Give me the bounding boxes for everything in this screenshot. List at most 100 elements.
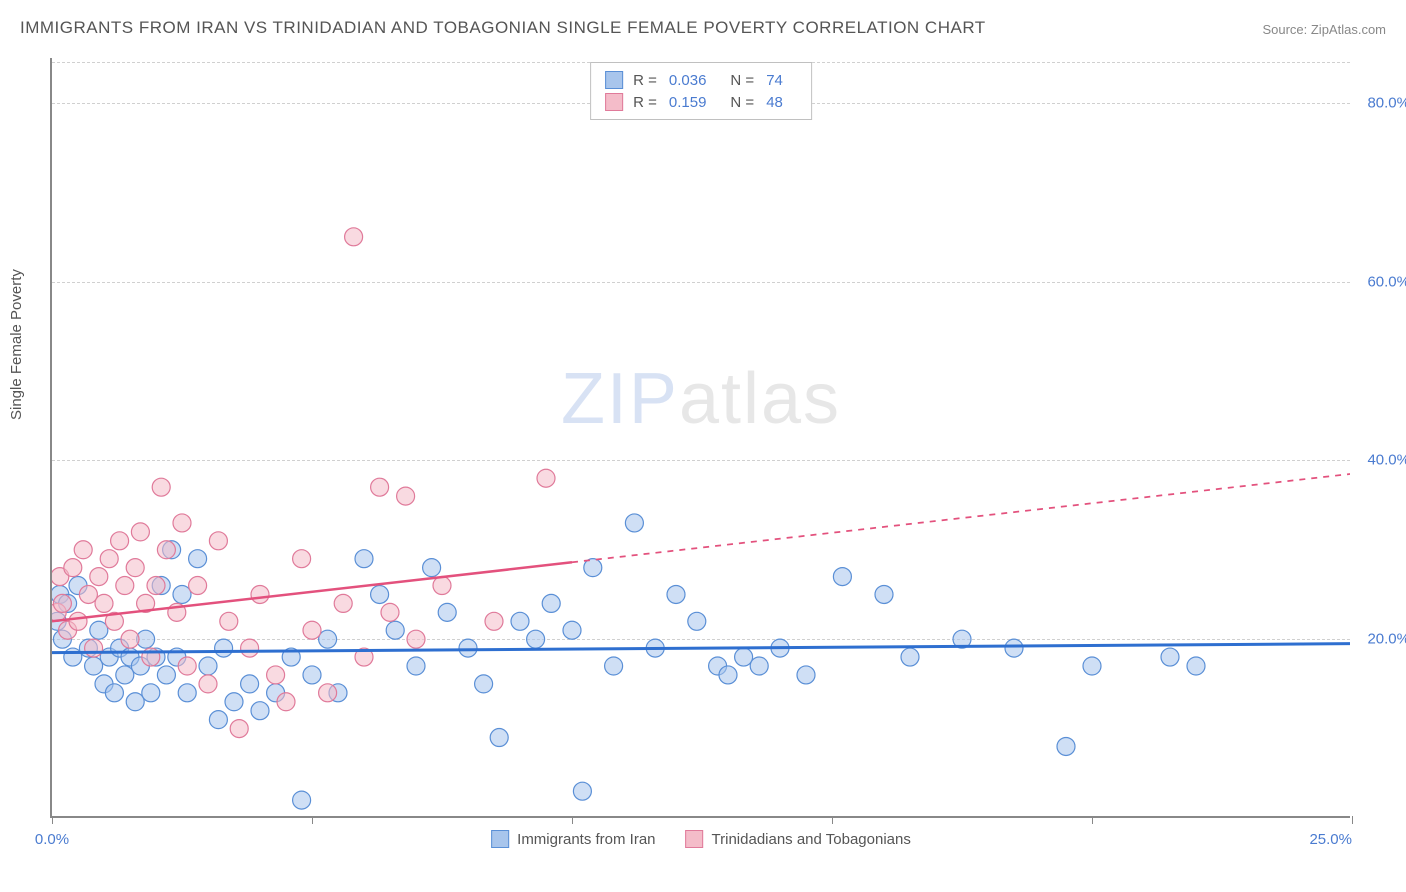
scatter-point (230, 720, 248, 738)
legend-bottom-item-0: Immigrants from Iran (491, 830, 655, 848)
scatter-point (293, 791, 311, 809)
legend-correlation-box: R = 0.036 N = 74 R = 0.159 N = 48 (590, 62, 812, 120)
scatter-point (225, 693, 243, 711)
legend-bottom: Immigrants from Iran Trinidadians and To… (491, 830, 911, 848)
scatter-point (95, 594, 113, 612)
scatter-point (53, 594, 71, 612)
legend-n-value-0: 74 (766, 72, 783, 89)
scatter-point (111, 532, 129, 550)
x-tick (1092, 816, 1093, 824)
legend-bottom-label-1: Trinidadians and Tobagonians (712, 831, 911, 848)
scatter-point (485, 612, 503, 630)
scatter-point (85, 657, 103, 675)
scatter-point (116, 577, 134, 595)
scatter-point (1005, 639, 1023, 657)
scatter-point (189, 550, 207, 568)
legend-row-1: R = 0.159 N = 48 (605, 91, 797, 113)
scatter-point (319, 684, 337, 702)
scatter-point (241, 675, 259, 693)
legend-bottom-swatch-1 (686, 830, 704, 848)
scatter-point (667, 585, 685, 603)
x-tick (832, 816, 833, 824)
scatter-point (303, 666, 321, 684)
legend-r-label-1: R = (633, 94, 657, 111)
y-tick-label: 80.0% (1367, 94, 1406, 111)
y-axis-label: Single Female Poverty (8, 269, 25, 420)
scatter-point (64, 559, 82, 577)
scatter-point (1187, 657, 1205, 675)
plot-svg (52, 58, 1350, 816)
scatter-point (157, 666, 175, 684)
scatter-point (90, 568, 108, 586)
scatter-point (537, 469, 555, 487)
legend-bottom-label-0: Immigrants from Iran (517, 831, 655, 848)
scatter-point (189, 577, 207, 595)
scatter-point (79, 585, 97, 603)
y-tick-label: 60.0% (1367, 273, 1406, 290)
scatter-point (241, 639, 259, 657)
x-tick-label: 25.0% (1309, 831, 1352, 848)
scatter-point (371, 585, 389, 603)
scatter-point (459, 639, 477, 657)
legend-r-value-0: 0.036 (669, 72, 707, 89)
scatter-point (1083, 657, 1101, 675)
scatter-point (490, 729, 508, 747)
x-tick (52, 816, 53, 824)
scatter-point (563, 621, 581, 639)
x-tick (312, 816, 313, 824)
trend-line-dashed (572, 474, 1350, 563)
scatter-point (178, 657, 196, 675)
scatter-point (371, 478, 389, 496)
legend-n-value-1: 48 (766, 94, 783, 111)
scatter-point (199, 657, 217, 675)
scatter-point (157, 541, 175, 559)
legend-bottom-swatch-0 (491, 830, 509, 848)
scatter-point (178, 684, 196, 702)
scatter-point (397, 487, 415, 505)
scatter-point (142, 684, 160, 702)
scatter-point (116, 666, 134, 684)
scatter-point (386, 621, 404, 639)
scatter-point (64, 648, 82, 666)
scatter-point (688, 612, 706, 630)
x-tick (572, 816, 573, 824)
scatter-point (511, 612, 529, 630)
legend-n-label-0: N = (730, 72, 754, 89)
legend-r-value-1: 0.159 (669, 94, 707, 111)
scatter-point (147, 577, 165, 595)
scatter-point (319, 630, 337, 648)
scatter-point (355, 550, 373, 568)
scatter-point (573, 782, 591, 800)
scatter-point (1057, 737, 1075, 755)
scatter-point (407, 657, 425, 675)
scatter-point (475, 675, 493, 693)
scatter-point (293, 550, 311, 568)
scatter-point (251, 585, 269, 603)
legend-row-0: R = 0.036 N = 74 (605, 69, 797, 91)
scatter-point (625, 514, 643, 532)
scatter-point (126, 559, 144, 577)
scatter-point (1161, 648, 1179, 666)
y-tick-label: 20.0% (1367, 631, 1406, 648)
scatter-point (797, 666, 815, 684)
scatter-point (277, 693, 295, 711)
scatter-point (527, 630, 545, 648)
scatter-point (735, 648, 753, 666)
scatter-point (152, 478, 170, 496)
x-tick (1352, 816, 1353, 824)
scatter-point (100, 550, 118, 568)
scatter-point (605, 657, 623, 675)
scatter-point (423, 559, 441, 577)
scatter-point (438, 603, 456, 621)
scatter-point (215, 639, 233, 657)
legend-bottom-item-1: Trinidadians and Tobagonians (686, 830, 911, 848)
scatter-point (121, 630, 139, 648)
plot-area: ZIPatlas 20.0%40.0%60.0%80.0% 0.0%25.0% … (50, 58, 1350, 818)
scatter-point (345, 228, 363, 246)
scatter-point (251, 702, 269, 720)
scatter-point (267, 666, 285, 684)
scatter-point (199, 675, 217, 693)
scatter-point (542, 594, 560, 612)
y-tick-label: 40.0% (1367, 452, 1406, 469)
scatter-point (131, 523, 149, 541)
